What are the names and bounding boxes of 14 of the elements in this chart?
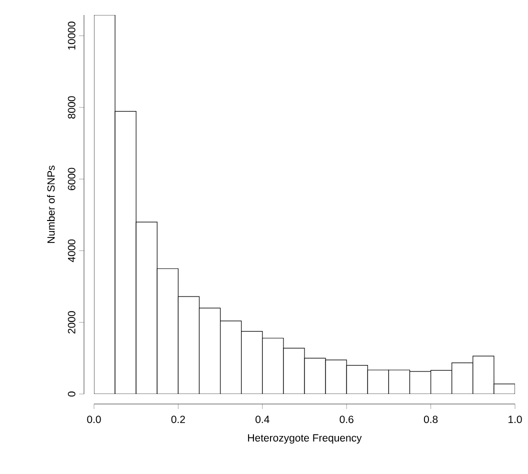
y-tick-label: 8000 [68,96,76,119]
x-tick-label: 0.4 [256,416,270,424]
x-tick-label: 0.8 [424,416,438,424]
x-tick-label: 0.6 [340,416,354,424]
y-axis-title: Number of SNPs [47,166,55,243]
y-tick-label: 6000 [68,168,76,190]
y-tick-label: 2000 [68,311,76,334]
x-tick-label: 0.0 [87,416,101,424]
x-axis-title: Heterozygote Frequency [248,434,362,444]
x-tick-label: 1.0 [508,416,522,424]
x-tick-label: 0.2 [171,416,185,424]
y-tick-label: 10000 [68,22,76,50]
y-tick-label: 4000 [68,239,76,262]
y-tick-label: 0 [68,392,76,396]
